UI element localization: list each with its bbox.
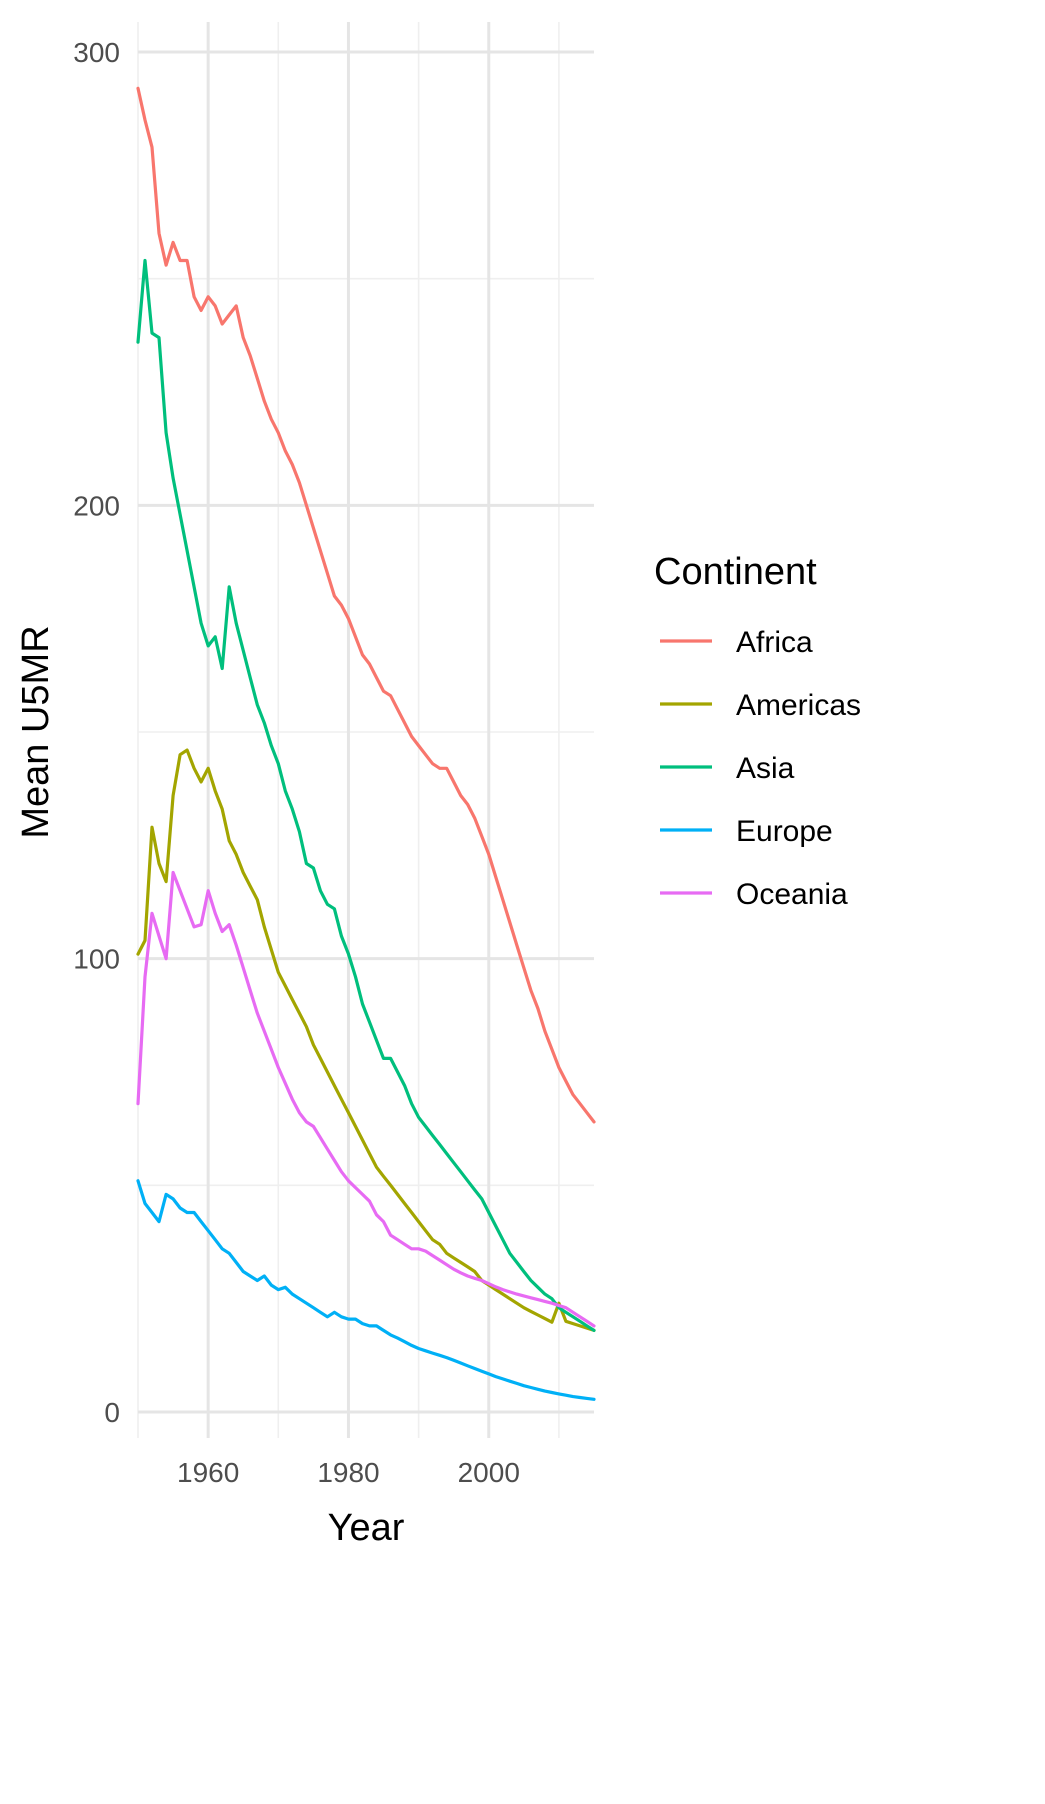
series-line-africa xyxy=(136,86,596,1124)
series-line-asia xyxy=(136,258,596,1332)
legend-title: Continent xyxy=(654,551,817,593)
x-tick-label: 2000 xyxy=(458,1457,520,1488)
legend-items: Africa Americas Asia Europe Oceania xyxy=(660,626,861,911)
y-axis-title: Mean U5MR xyxy=(15,625,57,838)
x-tick-labels: 1960 1980 2000 xyxy=(177,1457,520,1488)
legend-label-europe: Europe xyxy=(736,815,833,848)
y-tick-label: 300 xyxy=(73,37,120,68)
y-tick-label: 0 xyxy=(104,1397,120,1428)
legend-label-oceania: Oceania xyxy=(736,878,848,911)
x-tick-label: 1960 xyxy=(177,1457,239,1488)
legend-label-africa: Africa xyxy=(736,626,813,659)
series-line-americas xyxy=(136,748,596,1332)
x-axis-title: Year xyxy=(328,1507,405,1549)
series-group xyxy=(136,86,596,1401)
y-tick-label: 100 xyxy=(73,944,120,975)
grid xyxy=(137,22,594,1438)
y-tick-labels: 0 100 200 300 xyxy=(73,37,120,1428)
legend-label-americas: Americas xyxy=(736,689,861,722)
legend: Continent Africa Americas Asia Europe Oceani… xyxy=(654,551,861,911)
y-tick-label: 200 xyxy=(73,490,120,521)
series-line-europe xyxy=(136,1179,596,1401)
series-line-oceania xyxy=(136,870,596,1328)
legend-label-asia: Asia xyxy=(736,752,795,785)
x-tick-label: 1980 xyxy=(317,1457,379,1488)
